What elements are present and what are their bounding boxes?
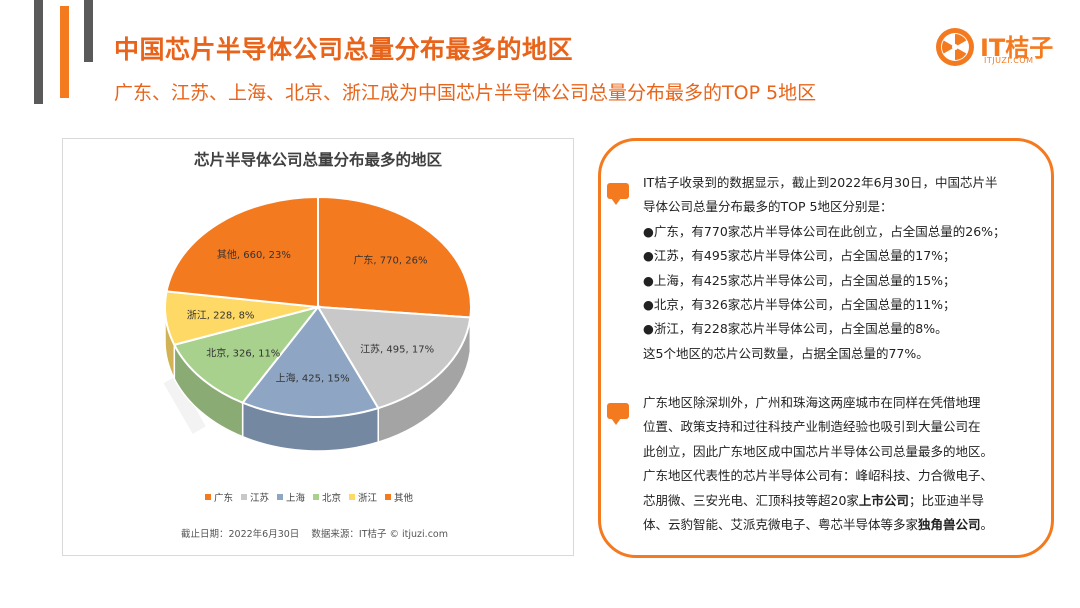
legend-swatch [277, 494, 283, 500]
pie-data-label: 上海, 425, 15% [276, 371, 350, 384]
legend-label: 广东 [214, 492, 233, 504]
chart-footnote: 截止日期：2022年6月30日 数据来源：IT桔子 © itjuzi.com [181, 528, 448, 540]
info-line: 广东地区除深圳外，广州和珠海这两座城市在同样在凭借地理 [643, 395, 981, 410]
pie-slice-广东 [317, 195, 472, 319]
brand-logo: IT桔子 ITJUZI.COM [934, 24, 1054, 70]
info-line-unicorn: 体、云豹智能、艾派克微电子、粤芯半导体等多家独角兽公司。 [643, 517, 994, 533]
info-line: 导体公司总量分布最多的TOP 5地区分别是： [643, 199, 893, 215]
pie-data-labels: 广东, 770, 26% 江苏, 495, 17% 上海, 425, 15% 北京, … [187, 248, 434, 384]
info-line: 广东地区代表性的芯片半导体公司有：峰岹科技、力合微电子、 [643, 468, 994, 484]
header-decor-bar-accent [60, 6, 69, 98]
info-line: ●浙江，有228家芯片半导体公司，占全国总量的8%。 [643, 321, 948, 337]
info-line: ●上海，有425家芯片半导体公司，占全国总量的15%； [643, 272, 956, 288]
info-panel: IT桔子收录到的数据显示，截止到2022年6月30日，中国芯片半 导体公司总量分布… [598, 138, 1054, 558]
summary-text: IT桔子收录到的数据显示，截止到2022年6月30日，中国芯片半 导体公司总量分布… [643, 171, 1006, 366]
legend-label: 北京 [322, 492, 341, 504]
info-line-listed: 芯朋微、三安光电、汇顶科技等超20家上市公司；比亚迪半导 [643, 492, 984, 508]
info-line: ●广东，有770家芯片半导体公司在此创立，占全国总量的26%； [643, 223, 1006, 239]
guangdong-text: 广东地区除深圳外，广州和珠海这两座城市在同样在凭借地理 位置、政策支持和过往科技产… [643, 391, 993, 537]
legend-label: 上海 [286, 492, 306, 504]
info-line: 此创立，因此广东地区成中国芯片半导体公司总量最多的地区。 [643, 443, 994, 459]
chart-title: 芯片半导体公司总量分布最多的地区 [194, 150, 443, 169]
legend-swatch [241, 494, 247, 500]
orange-slice-icon [936, 28, 974, 66]
logo-url: ITJUZI.COM [984, 56, 1034, 65]
legend-swatch [205, 494, 211, 500]
header-decor-bar [84, 0, 93, 62]
legend-label: 浙江 [358, 492, 378, 504]
info-line: ●江苏，有495家芯片半导体公司，占全国总量的17%； [643, 248, 956, 264]
legend-swatch [349, 494, 355, 500]
pie-slice-江苏 [316, 305, 472, 410]
legend-label: 江苏 [250, 492, 270, 504]
pie-slice-北京 [172, 305, 321, 404]
speech-bubble-icon [607, 403, 629, 425]
logo-text: IT桔子 [980, 34, 1054, 62]
pie-data-label: 浙江, 228, 8% [187, 309, 255, 321]
chart-legend: 广东 江苏 上海 北京 浙江 其他 [205, 492, 414, 504]
chart-panel: IT桔子 芯片半导体公司总量分布最多的地区 广东, 770, 26%江苏, 49… [62, 138, 574, 556]
info-line: 位置、政策支持和过往科技产业制造经验也吸引到大量公司在 [643, 419, 981, 435]
pie-data-label: 广东, 770, 26% [353, 254, 427, 267]
pie-data-label: 北京, 326, 11% [206, 347, 280, 360]
speech-bubble-icon [607, 183, 629, 205]
page-subtitle: 广东、江苏、上海、北京、浙江成为中国芯片半导体公司总量分布最多的TOP 5地区 [114, 82, 817, 104]
pie-chart: 芯片半导体公司总量分布最多的地区 广东, 770, 26% 江苏, 495, 17… [164, 150, 472, 540]
page-title: 中国芯片半导体公司总量分布最多的地区 [114, 35, 574, 64]
pie-data-label: 其他, 660, 23% [217, 248, 291, 261]
header-decor-bar [34, 0, 43, 104]
pie-data-label: 江苏, 495, 17% [360, 343, 434, 356]
pie-slice-其他 [165, 195, 319, 309]
legend-swatch [385, 494, 391, 500]
legend-label: 其他 [394, 492, 414, 504]
info-line: 这5个地区的芯片公司数量，占据全国总量的77%。 [643, 345, 929, 361]
info-line: ●北京，有326家芯片半导体公司，占全国总量的11%； [643, 297, 956, 313]
pie-slices [164, 195, 472, 418]
legend-swatch [313, 494, 319, 500]
info-line: IT桔子收录到的数据显示，截止到2022年6月30日，中国芯片半 [643, 175, 998, 190]
pie-slice-上海 [241, 305, 380, 418]
